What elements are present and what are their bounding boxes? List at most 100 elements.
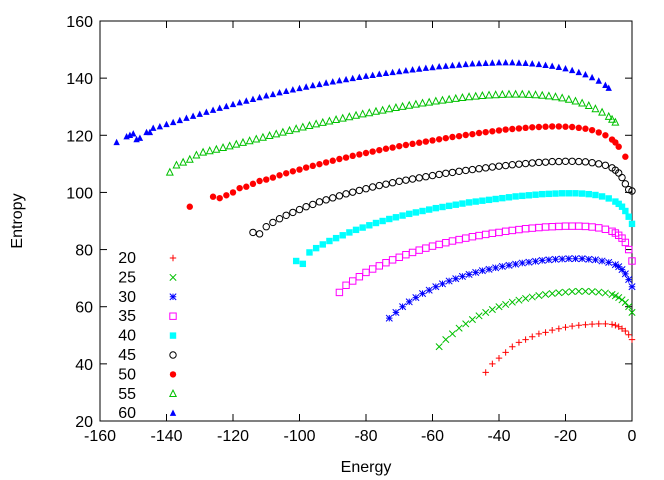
data-point [432,283,440,291]
data-point [318,117,327,126]
legend-marker [169,254,177,262]
data-point [584,101,593,110]
data-point [625,331,632,338]
data-point [561,288,570,296]
legend-label: 30 [118,289,136,306]
data-point [581,222,590,231]
data-point [622,327,629,335]
data-point [431,96,440,105]
data-point [392,214,400,221]
data-point [558,93,567,102]
data-point [256,177,263,185]
data-point [342,281,350,289]
data-point [185,154,194,163]
data-point [612,198,619,205]
data-point [572,190,579,197]
data-point [283,87,290,94]
data-point [455,167,463,175]
legend-marker [169,371,177,378]
data-point [515,225,523,234]
data-point [568,157,576,165]
data-point [366,222,373,229]
data-point [492,195,499,203]
data-point [502,126,509,133]
data-points [113,59,636,376]
data-point [451,93,460,102]
data-point [355,273,364,281]
data-point [346,229,353,236]
data-point [485,90,494,99]
data-point [376,146,383,154]
data-point [296,166,303,173]
data-point [269,174,277,181]
data-point [146,128,154,136]
data-point [405,298,413,306]
data-point [336,155,343,163]
data-point [315,198,324,206]
data-point [382,180,390,188]
data-point [621,180,630,188]
data-point [349,74,356,82]
data-point [575,68,582,76]
data-point [595,160,603,168]
data-point [495,162,503,170]
data-point [515,125,523,132]
data-point [518,89,527,98]
data-point [622,153,629,160]
data-point [588,73,596,81]
data-point [355,186,364,195]
data-point [611,117,620,126]
data-point [462,320,470,328]
data-point [395,253,403,261]
data-point [535,123,543,131]
data-point [395,177,403,185]
data-point [611,292,619,300]
data-point [336,77,343,84]
data-point [558,255,566,263]
data-point [382,259,390,267]
data-point [342,75,350,83]
data-point [489,360,496,368]
data-point [495,59,503,66]
data-point [485,196,493,204]
data-point [285,125,294,134]
data-point [531,90,540,99]
data-point [352,226,360,234]
data-point [571,96,580,105]
data-point [216,194,223,202]
data-point [455,132,463,140]
data-point [509,59,516,66]
data-point [555,63,563,70]
data-point [422,64,430,71]
data-point [289,208,297,217]
data-point [445,277,453,285]
data-point [256,93,263,101]
data-point [329,194,337,202]
data-point [479,197,486,204]
data-point [524,89,533,98]
data-point [209,193,217,200]
axis-ticks: -160 -140 -120 -100 -80 -60 -40 -20 0 20 40 60 80 100… [66,14,636,445]
data-point [485,265,493,273]
data-point [512,193,519,200]
series-25 [435,287,636,351]
series-45 [249,157,636,238]
data-point [622,207,629,215]
data-point [382,145,390,152]
data-point [418,98,427,107]
data-point [522,336,529,343]
data-point [402,67,410,74]
data-point [538,256,546,264]
data-point [269,90,277,98]
data-point [296,84,303,92]
data-point [601,225,610,233]
y-tick-label: 120 [66,128,93,145]
data-point [504,89,513,98]
data-point [415,246,423,254]
data-point [545,190,553,198]
data-point [422,138,430,145]
data-point [528,224,536,232]
y-tick-label: 20 [75,414,93,431]
data-point [552,190,559,197]
data-point [618,325,626,332]
